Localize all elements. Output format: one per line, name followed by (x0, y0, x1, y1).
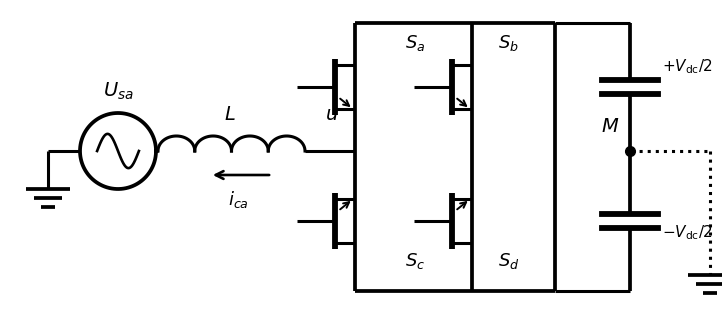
Text: $S_c$: $S_c$ (405, 251, 425, 271)
Text: $U_{sa}$: $U_{sa}$ (103, 80, 134, 102)
Text: $-V_{\mathrm{dc}}/2$: $-V_{\mathrm{dc}}/2$ (662, 224, 713, 242)
Text: $L$: $L$ (224, 106, 236, 124)
Text: $i_{ca}$: $i_{ca}$ (227, 188, 248, 209)
Text: $S_b$: $S_b$ (498, 33, 519, 53)
Text: $M$: $M$ (601, 118, 619, 136)
Text: $+V_{\mathrm{dc}}/2$: $+V_{\mathrm{dc}}/2$ (662, 58, 713, 76)
Text: $S_d$: $S_d$ (498, 251, 520, 271)
Text: $u$: $u$ (325, 106, 339, 124)
Text: $S_a$: $S_a$ (405, 33, 425, 53)
